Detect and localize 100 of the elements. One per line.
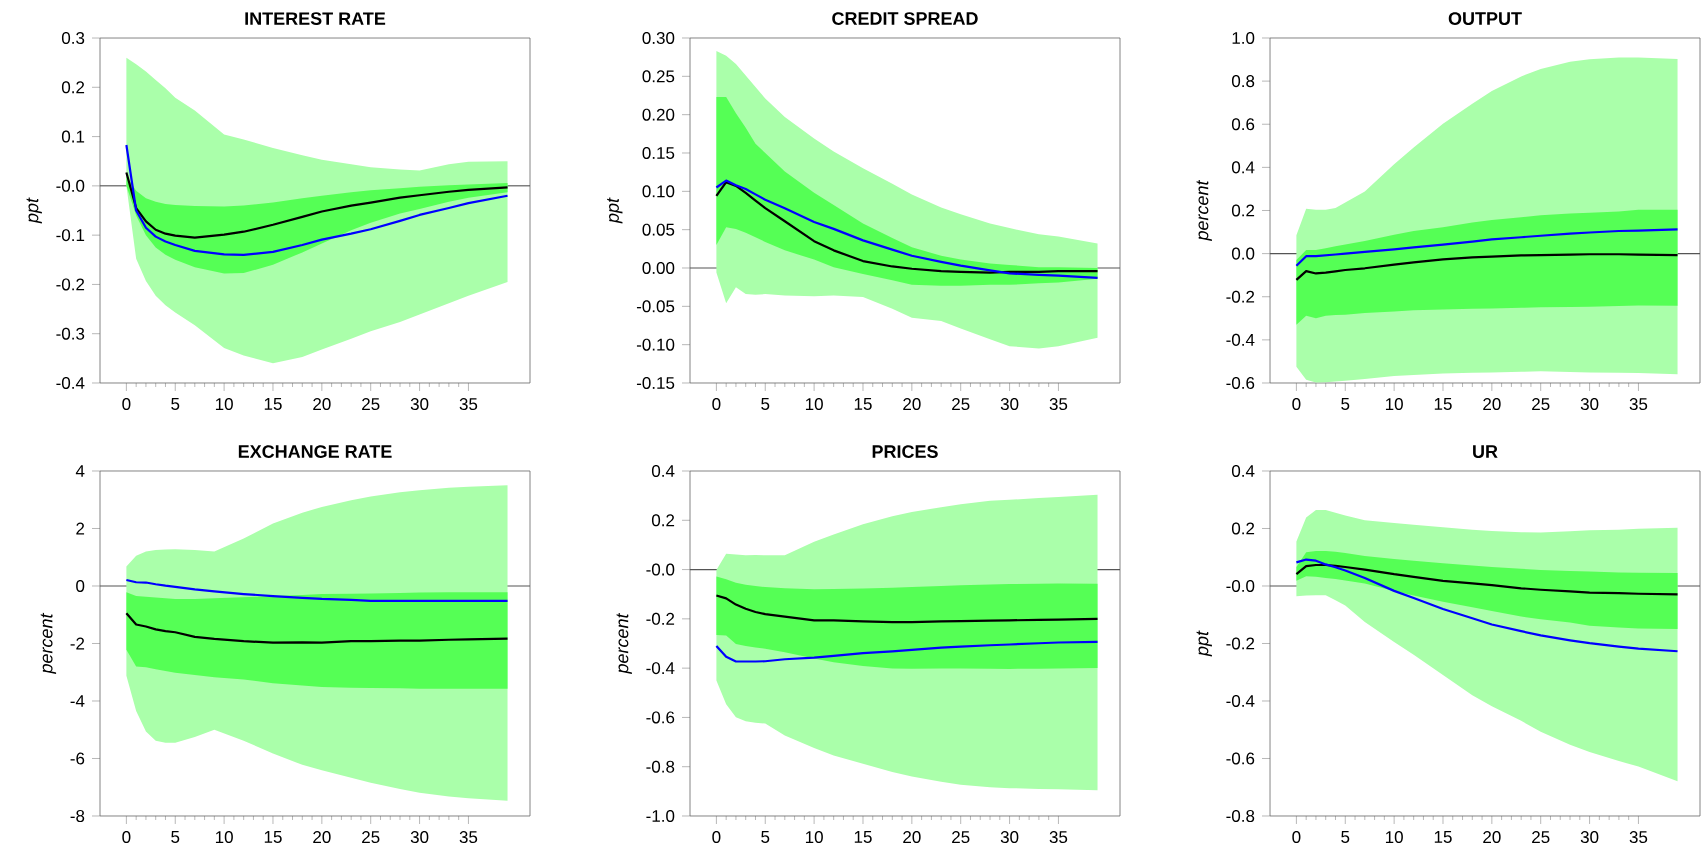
y-tick-label: -0.2 <box>646 612 675 625</box>
x-tick-label: 5 <box>171 398 180 410</box>
y-tick-label: -1.0 <box>646 810 675 823</box>
x-tick-label: 35 <box>1629 398 1648 411</box>
y-tick-label: 0.4 <box>651 465 675 478</box>
x-tick-label: 20 <box>903 398 921 411</box>
x-tick-label: 0 <box>1292 398 1301 411</box>
y-tick-label: -0.0 <box>56 179 85 192</box>
y-tick-label: -0.15 <box>636 376 675 389</box>
y-axis-title: percent <box>40 612 57 674</box>
x-tick-label: 35 <box>459 831 478 844</box>
x-tick-label: 0 <box>712 831 721 844</box>
y-tick-label: -0.10 <box>636 338 675 351</box>
y-tick-label: 0.10 <box>642 185 675 198</box>
line-series <box>125 612 509 644</box>
x-tick-label: 35 <box>1049 831 1068 844</box>
x-tick-label: 15 <box>854 398 872 410</box>
x-tick-label: 20 <box>313 398 331 411</box>
y-axis-title: percent <box>616 612 632 674</box>
y-tick-label: -0.0 <box>646 563 675 576</box>
x-tick-label: 25 <box>362 831 380 844</box>
x-tick-label: 15 <box>264 831 282 843</box>
x-tick-label: 30 <box>1000 398 1019 411</box>
line-series <box>1295 563 1679 596</box>
x-tick-label: 0 <box>1292 831 1301 844</box>
x-tick-label: 30 <box>1580 398 1599 411</box>
x-tick-label: 15 <box>1434 831 1452 843</box>
y-tick-label: 4 <box>75 465 85 477</box>
line-series <box>125 143 509 256</box>
x-tick-label: 20 <box>1483 398 1501 411</box>
y-tick-label: 0.00 <box>642 261 675 274</box>
y-tick-label: -4 <box>70 695 85 707</box>
y-tick-label: 1.0 <box>1232 31 1255 44</box>
y-tick-label: 0 <box>76 579 85 592</box>
x-tick-label: 10 <box>215 831 233 844</box>
y-tick-label: -0.4 <box>646 662 675 675</box>
x-tick-label: 30 <box>1580 831 1599 844</box>
y-axis-title: ppt <box>1196 630 1212 657</box>
x-tick-label: 5 <box>1341 831 1350 843</box>
chart-title: CREDIT SPREAD <box>832 12 978 25</box>
chart-title: INTEREST RATE <box>245 12 386 25</box>
y-tick-label: 0.4 <box>1231 161 1255 174</box>
chart-title: PRICES <box>872 445 938 458</box>
y-tick-label: -0.1 <box>56 229 85 242</box>
x-tick-label: 5 <box>1341 398 1350 410</box>
x-tick-label: 10 <box>805 398 823 411</box>
y-tick-label: -2 <box>70 637 85 650</box>
x-tick-label: 25 <box>1532 831 1550 844</box>
y-tick-label: -0.6 <box>1226 376 1255 390</box>
line-series <box>715 594 1099 624</box>
y-tick-label: 0.8 <box>1231 75 1255 88</box>
y-tick-label: 0.25 <box>642 70 675 83</box>
y-tick-label: 0.2 <box>1231 522 1255 535</box>
x-tick-label: 30 <box>410 831 429 844</box>
y-tick-label: 0.15 <box>642 146 675 159</box>
x-tick-label: 5 <box>171 831 180 843</box>
line-series <box>1295 253 1679 282</box>
y-tick-label: 0.0 <box>1231 247 1255 260</box>
y-tick-label: 2 <box>76 522 85 535</box>
y-tick-label: 0.2 <box>1231 204 1255 217</box>
y-tick-label: -0.05 <box>636 300 675 313</box>
y-tick-label: 0.3 <box>61 32 85 45</box>
y-tick-label: -0.2 <box>56 278 85 291</box>
y-tick-label: 0.4 <box>1231 464 1255 477</box>
x-tick-label: 10 <box>1385 831 1403 844</box>
y-tick-label: -0.8 <box>1226 809 1255 823</box>
y-tick-label: 0.2 <box>651 514 675 527</box>
line-series <box>125 171 509 239</box>
x-tick-label: 25 <box>952 398 970 411</box>
y-tick-label: 0.20 <box>642 108 675 121</box>
y-tick-label: 0.1 <box>61 130 85 143</box>
x-tick-label: 35 <box>1629 831 1648 844</box>
y-tick-label: -0.2 <box>1226 637 1255 650</box>
x-tick-label: 0 <box>712 398 721 411</box>
y-axis-title: ppt <box>607 197 623 224</box>
x-tick-label: 10 <box>805 831 823 844</box>
y-tick-label: 0.2 <box>61 81 85 94</box>
line-series <box>1295 558 1679 653</box>
y-tick-label: 0.30 <box>642 31 675 44</box>
y-tick-label: -0.0 <box>1226 579 1255 592</box>
chart-title: EXCHANGE RATE <box>238 445 392 458</box>
chart-title: OUTPUT <box>1448 12 1522 25</box>
y-tick-label: 0.6 <box>1231 118 1255 131</box>
y-tick-label: -0.3 <box>56 327 85 340</box>
y-axis-title: percent <box>1196 179 1212 241</box>
x-tick-label: 0 <box>122 398 131 411</box>
x-tick-label: 15 <box>1434 398 1452 410</box>
x-tick-label: 10 <box>1385 398 1403 411</box>
y-tick-label: -6 <box>70 752 85 765</box>
y-tick-label: -0.4 <box>1226 333 1255 346</box>
y-tick-label: -0.6 <box>1226 752 1255 765</box>
x-tick-label: 15 <box>264 398 282 410</box>
x-tick-label: 35 <box>459 398 478 411</box>
x-tick-label: 20 <box>1483 831 1501 844</box>
x-tick-label: 20 <box>313 831 331 844</box>
y-tick-label: -0.4 <box>56 376 85 390</box>
y-tick-label: -0.4 <box>1226 694 1255 708</box>
y-axis-title: ppt <box>26 197 42 224</box>
x-tick-label: 30 <box>1000 831 1019 844</box>
x-tick-label: 25 <box>952 831 970 844</box>
